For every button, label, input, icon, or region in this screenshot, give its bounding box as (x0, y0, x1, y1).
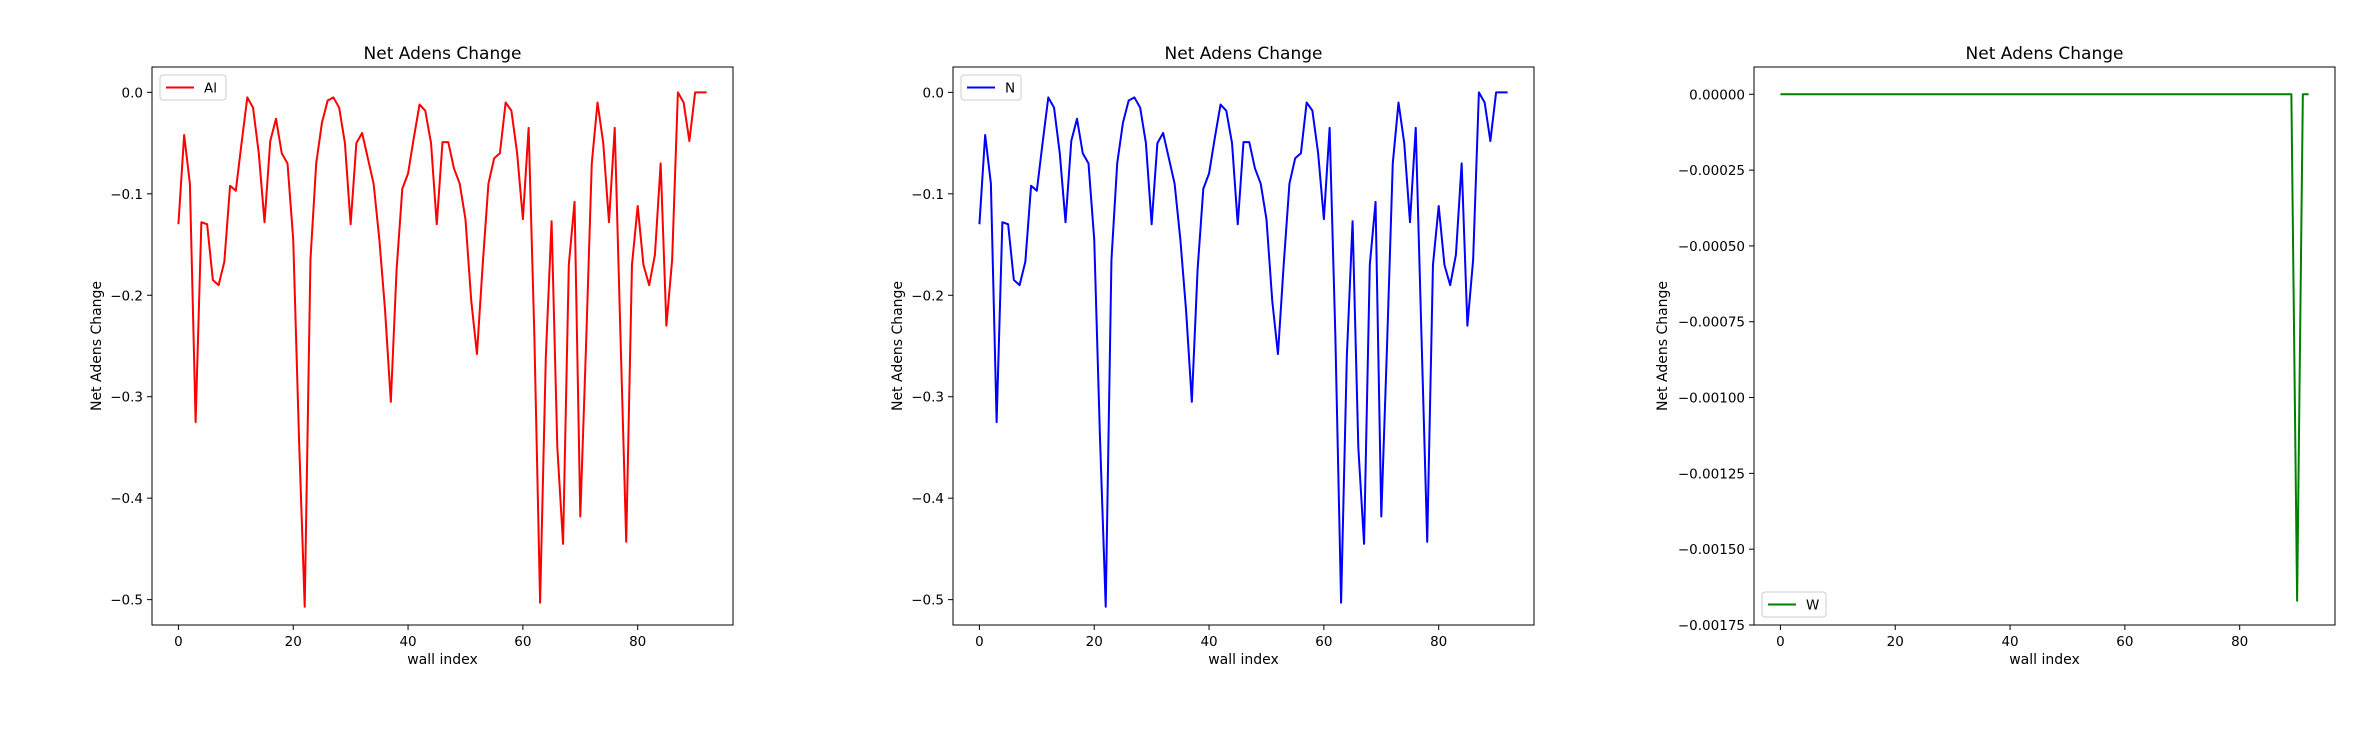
y-tick-label: 0.0 (122, 85, 143, 101)
y-tick-label: −0.3 (911, 390, 944, 406)
x-tick-label: 20 (1887, 634, 1904, 650)
x-tick-label: 0 (174, 634, 183, 650)
legend-label-al: Al (204, 81, 217, 97)
y-axis-label: Net Adens Change (1655, 281, 1671, 411)
plot-area: 0 20 40 60 80 0.00000 −0.00025 −0.00050 −0.00075… (1678, 66, 2336, 650)
y-tick-label: 0.00000 (1689, 87, 1745, 103)
y-axis-label: Net Adens Change (890, 281, 906, 411)
x-tick-label: 0 (975, 634, 984, 650)
x-tick-label: 40 (399, 634, 416, 650)
chart-n: Net Adens Change 0 20 40 60 80 0.0 −0.1 −0.2 −0.… (890, 44, 1535, 668)
y-tick-label: −0.00100 (1678, 391, 1745, 407)
y-tick-label: −0.1 (110, 187, 143, 203)
y-tick-label: 0.0 (923, 85, 944, 101)
x-tick-label: 80 (1430, 634, 1447, 650)
y-tick-label: −0.00175 (1678, 618, 1745, 634)
y-tick-label: −0.2 (110, 288, 143, 304)
legend-label-w: W (1806, 598, 1819, 614)
x-tick-label: 0 (1776, 634, 1785, 650)
chart-title: Net Adens Change (364, 44, 522, 64)
series-line-w (1780, 93, 2309, 602)
x-tick-label: 20 (1086, 634, 1103, 650)
legend: W (1761, 591, 1827, 618)
x-tick-label: 60 (2116, 634, 2133, 650)
x-tick-label: 40 (2001, 634, 2018, 650)
x-tick-label: 80 (629, 634, 646, 650)
chart-w: Net Adens Change 0 20 40 60 80 0.00000 −0.0002… (1655, 44, 2336, 668)
x-tick-label: 60 (514, 634, 531, 650)
y-tick-label: −0.2 (911, 288, 944, 304)
chart-al: Net Adens Change 0 20 40 60 80 0.0 −0.1 −0.2 −0.… (89, 44, 734, 668)
y-tick-label: −0.00025 (1678, 163, 1745, 179)
series-line-al (177, 91, 707, 608)
plot-area: 0 20 40 60 80 0.0 −0.1 −0.2 −0.3 −0.4 −0.5 (110, 66, 734, 650)
y-tick-label: −0.1 (911, 187, 944, 203)
y-tick-label: −0.5 (911, 593, 944, 609)
chart-title: Net Adens Change (1966, 44, 2124, 64)
y-tick-label: −0.00125 (1678, 466, 1745, 482)
legend-label-n: N (1005, 81, 1015, 97)
y-axis-label: Net Adens Change (89, 281, 105, 411)
legend: Al (159, 74, 227, 101)
y-tick-label: −0.4 (110, 491, 143, 507)
y-tick-label: −0.00150 (1678, 542, 1745, 558)
y-tick-label: −0.5 (110, 593, 143, 609)
plot-area: 0 20 40 60 80 0.0 −0.1 −0.2 −0.3 −0.4 −0.5 (911, 66, 1535, 650)
plot-frame (952, 66, 1535, 626)
x-tick-label: 60 (1315, 634, 1332, 650)
x-axis-label: wall index (407, 652, 478, 668)
y-tick-label: −0.00050 (1678, 239, 1745, 255)
x-tick-label: 80 (2231, 634, 2248, 650)
plot-frame (1753, 66, 2336, 626)
y-tick-label: −0.3 (110, 390, 143, 406)
legend: N (960, 74, 1022, 101)
x-tick-label: 20 (285, 634, 302, 650)
x-axis-label: wall index (2009, 652, 2080, 668)
series-line-n (978, 91, 1508, 608)
x-tick-label: 40 (1200, 634, 1217, 650)
plot-frame (151, 66, 734, 626)
y-tick-label: −0.00075 (1678, 315, 1745, 331)
chart-title: Net Adens Change (1165, 44, 1323, 64)
y-tick-label: −0.4 (911, 491, 944, 507)
x-axis-label: wall index (1208, 652, 1279, 668)
